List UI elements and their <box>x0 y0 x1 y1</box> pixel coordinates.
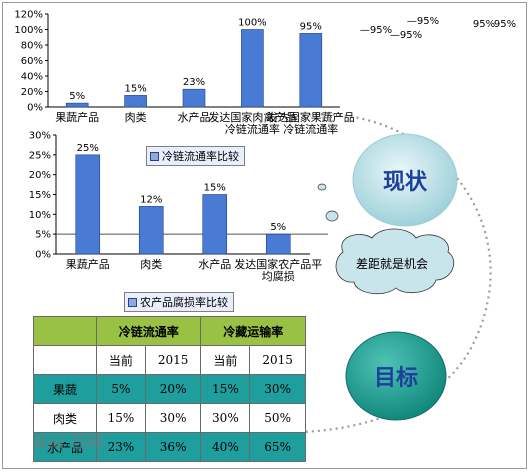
table-cell: 15% <box>200 374 251 404</box>
bar <box>138 206 164 255</box>
x-category-label: 肉类 <box>140 257 162 271</box>
table-cell: 30% <box>144 403 202 433</box>
y-tick-label: 60% <box>21 56 43 67</box>
bar-value-label: 15% <box>124 83 146 94</box>
table-row: 果蔬 5% 20% 15% 30% <box>33 374 306 404</box>
y-tick-label: 0% <box>35 250 51 261</box>
bar <box>241 29 264 108</box>
table-subheader: 当前 <box>96 345 146 375</box>
table-row: 肉类 15% 30% 30% 50% <box>33 403 306 433</box>
thought-cloud <box>335 228 455 295</box>
chart-1-cold-chain-rate: 0% 20% 40% 60% 80% 100% 120% 5% 果蔬产品 15% 肉类 23% 水产品 1… <box>14 10 354 137</box>
bar-value-label: 100% <box>238 18 267 29</box>
table-row-label: 果蔬 <box>33 374 97 404</box>
x-category-label: 果蔬产品 <box>55 110 99 124</box>
x-category-label: 水产品 <box>198 257 231 271</box>
y-tick-label: 15% <box>29 190 51 201</box>
thought-dot-small <box>317 183 327 191</box>
table-cell: 23% <box>96 432 146 462</box>
bar-value-label: 23% <box>183 77 205 88</box>
bar <box>265 233 291 255</box>
x-category-label: 果蔬产品 <box>66 257 110 271</box>
bar <box>65 102 89 108</box>
table-subheader-blank <box>33 345 97 375</box>
stray-percent-label: 95% <box>473 19 495 30</box>
table-header-refrigerated: 冷藏运输率 <box>200 316 306 346</box>
y-tick-label: 5% <box>35 230 51 241</box>
stray-percent-label: 95% <box>494 19 516 30</box>
y-tick-label: 120% <box>14 10 43 21</box>
stray-percent-label: —95% <box>407 16 439 27</box>
legend-label: 冷链流通率比较 <box>162 150 239 163</box>
table-cell: 40% <box>200 432 251 462</box>
bar-value-label: 5% <box>270 222 286 233</box>
table-cell: 20% <box>144 374 202 404</box>
cold-chain-table: 冷链流通率 冷藏运输率 当前 2015 当前 2015 果蔬 5% 20% 15… <box>33 316 306 462</box>
chart-2-spoilage-rate: 0% 5% 10% 15% 20% 25% 30% 25% 果蔬产品 12% 肉类 15% 水产品 5% 发… <box>29 131 328 283</box>
y-tick-label: 30% <box>29 131 51 142</box>
y-tick-label: 0% <box>27 103 43 114</box>
table-header-cold-chain: 冷链流通率 <box>95 316 202 346</box>
bar <box>299 33 323 108</box>
y-tick-label: 20% <box>29 170 51 181</box>
table-cell: 30% <box>249 374 306 404</box>
bar-value-label: 25% <box>77 143 99 154</box>
table-subheader: 2015 <box>144 345 202 375</box>
x-category-label: 肉类 <box>125 110 147 124</box>
dotted-arc <box>244 113 492 434</box>
table-cell: 15% <box>96 403 146 433</box>
y-tick-label: 20% <box>21 87 43 98</box>
table-cell: 5% <box>96 374 146 404</box>
x-category-label: 冷链流通率 <box>225 122 280 136</box>
bar <box>75 154 101 255</box>
thought-cloud-text: 差距就是机会 <box>356 257 428 271</box>
bar-value-label: 5% <box>69 91 85 102</box>
table-row-label: 水产品 <box>33 432 97 462</box>
bubble-current-status <box>352 133 458 227</box>
bar <box>182 88 206 108</box>
table-subheader: 2015 <box>249 345 306 375</box>
table-cell: 30% <box>200 403 251 433</box>
bar <box>124 95 147 108</box>
y-tick-label: 100% <box>14 25 43 36</box>
thought-dot-medium <box>325 210 339 222</box>
chart-2-title: 农产品腐损率比较 <box>124 292 234 312</box>
x-category-label: 发达国家肉禽产品 <box>208 110 296 124</box>
y-tick-label: 10% <box>29 210 51 221</box>
bar-value-label: 95% <box>300 21 322 32</box>
stray-percent-label: —95% <box>360 25 392 36</box>
table-cell: 50% <box>249 403 306 433</box>
y-tick-label: 25% <box>29 150 51 161</box>
bar <box>202 194 228 255</box>
bubble-current-status-text: 现状 <box>383 170 428 195</box>
y-tick-label: 80% <box>21 41 43 52</box>
bubble-target-text: 目标 <box>374 365 418 391</box>
table-subheader: 当前 <box>200 345 251 375</box>
bar-value-label: 15% <box>204 183 226 194</box>
title-swatch <box>128 297 137 307</box>
baike-watermark: Bai 百科 <box>34 433 105 453</box>
chart-legend: 冷链流通率比较 <box>146 146 245 166</box>
x-category-label: 发达国家农产品平 <box>234 257 322 271</box>
legend-swatch <box>150 151 159 161</box>
x-category-label: 冷链流通率 <box>283 122 338 136</box>
x-category-label: 均腐损 <box>262 269 295 283</box>
y-tick-label: 40% <box>21 72 43 83</box>
table-row-label: 肉类 <box>33 403 97 433</box>
image-frame <box>2 2 527 469</box>
x-category-label: 发达国家果蔬产品 <box>267 110 355 124</box>
chart-2-title-text: 农产品腐损率比较 <box>140 296 228 309</box>
x-category-label: 水产品 <box>178 110 211 124</box>
table-cell: 36% <box>144 432 202 462</box>
table-corner-cell <box>33 316 97 346</box>
table-row: 水产品 23% 36% 40% 65% <box>33 432 306 462</box>
stray-percent-label: —95% <box>390 30 422 41</box>
bubble-target <box>345 331 447 421</box>
bar-value-label: 12% <box>140 194 162 205</box>
table-cell: 65% <box>249 432 306 462</box>
